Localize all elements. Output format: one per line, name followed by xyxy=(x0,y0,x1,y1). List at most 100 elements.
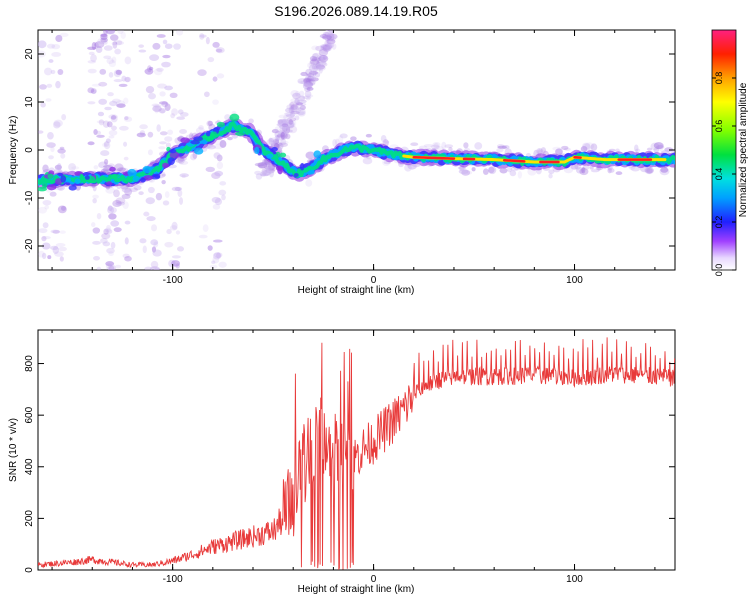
noise-blob xyxy=(171,108,178,116)
noise-blob xyxy=(108,251,114,257)
noise-blob xyxy=(590,169,600,173)
noise-blob xyxy=(497,145,507,149)
noise-blob xyxy=(114,163,124,172)
noise-blob xyxy=(136,132,146,138)
noise-blob xyxy=(124,220,131,225)
noise-blob xyxy=(322,35,333,40)
noise-blob xyxy=(213,152,221,159)
noise-blob xyxy=(116,103,126,108)
noise-blob xyxy=(108,135,115,139)
noise-blob xyxy=(158,146,166,150)
trace-clump xyxy=(193,136,204,142)
trace-clump xyxy=(68,185,77,191)
noise-blob xyxy=(147,149,153,156)
noise-blob xyxy=(96,212,102,220)
noise-blob xyxy=(474,142,483,150)
noise-blob xyxy=(548,169,555,175)
noise-blob xyxy=(213,143,224,150)
noise-blob xyxy=(298,111,305,115)
noise-blob xyxy=(271,129,279,134)
noise-blob xyxy=(277,142,284,150)
noise-blob xyxy=(463,142,469,149)
noise-blob xyxy=(281,125,288,132)
noise-blob xyxy=(218,261,227,268)
noise-blob xyxy=(590,143,598,151)
noise-blob xyxy=(608,168,615,173)
noise-blob xyxy=(111,125,117,131)
trace-clump xyxy=(74,178,81,185)
noise-blob xyxy=(156,124,161,132)
noise-blob xyxy=(161,61,171,68)
noise-blob xyxy=(308,79,316,85)
trace-clump xyxy=(110,173,120,179)
noise-blob xyxy=(87,87,95,94)
noise-blob xyxy=(268,137,275,143)
noise-blob xyxy=(91,222,96,228)
noise-blob xyxy=(322,45,331,52)
noise-blob xyxy=(324,31,335,37)
noise-blob xyxy=(158,107,166,114)
noise-blob xyxy=(107,264,116,270)
noise-blob xyxy=(285,107,294,113)
noise-blob xyxy=(41,242,51,250)
noise-blob xyxy=(646,167,653,174)
noise-blob xyxy=(650,142,660,151)
noise-blob xyxy=(260,171,267,177)
noise-blob xyxy=(106,57,114,65)
noise-blob xyxy=(94,42,99,49)
trace-clump xyxy=(47,173,54,180)
noise-blob xyxy=(174,186,183,192)
noise-blob xyxy=(289,110,296,118)
noise-blob xyxy=(302,82,313,90)
noise-blob xyxy=(664,147,674,152)
noise-blob xyxy=(294,90,301,97)
noise-blob xyxy=(92,227,101,234)
noise-blob xyxy=(112,41,118,49)
x-tick-label: 100 xyxy=(566,574,583,585)
noise-blob xyxy=(362,157,373,165)
noise-blob xyxy=(496,147,504,153)
noise-blob xyxy=(104,158,109,165)
noise-blob xyxy=(120,185,129,190)
noise-blob xyxy=(50,229,60,234)
noise-blob xyxy=(281,126,291,131)
noise-blob xyxy=(164,241,174,248)
noise-blob xyxy=(274,130,282,139)
noise-blob xyxy=(96,266,102,270)
noise-blob xyxy=(202,224,209,232)
noise-blob xyxy=(214,197,223,206)
noise-blob xyxy=(164,191,170,199)
noise-blob xyxy=(286,120,295,129)
noise-blob xyxy=(281,119,290,125)
noise-blob xyxy=(152,105,162,112)
noise-blob xyxy=(159,91,166,97)
noise-blob xyxy=(312,53,319,58)
noise-blob xyxy=(44,205,50,210)
noise-blob xyxy=(148,66,154,71)
noise-blob xyxy=(123,141,128,147)
noise-blob xyxy=(179,173,189,178)
noise-blob xyxy=(216,154,223,162)
snr-axes: -100 0 100 0 200 400 600 800 xyxy=(24,330,675,585)
noise-blob xyxy=(205,36,210,45)
noise-blob xyxy=(168,259,176,268)
noise-blob xyxy=(154,106,160,114)
noise-blob xyxy=(326,30,331,32)
noise-blob xyxy=(326,38,336,45)
noise-blob xyxy=(171,221,178,230)
noise-blob xyxy=(510,167,519,172)
noise-blob xyxy=(552,146,562,151)
noise-blob xyxy=(281,129,288,135)
noise-blob xyxy=(299,95,306,102)
noise-blob xyxy=(105,263,113,269)
noise-blob xyxy=(326,33,335,38)
noise-blob xyxy=(280,138,287,146)
noise-blob xyxy=(285,122,294,128)
noise-blob xyxy=(326,42,333,50)
noise-blob xyxy=(98,81,108,87)
trace-clump xyxy=(41,181,48,189)
noise-blob xyxy=(88,51,95,56)
noise-blob xyxy=(538,149,547,154)
noise-blob xyxy=(265,168,275,174)
